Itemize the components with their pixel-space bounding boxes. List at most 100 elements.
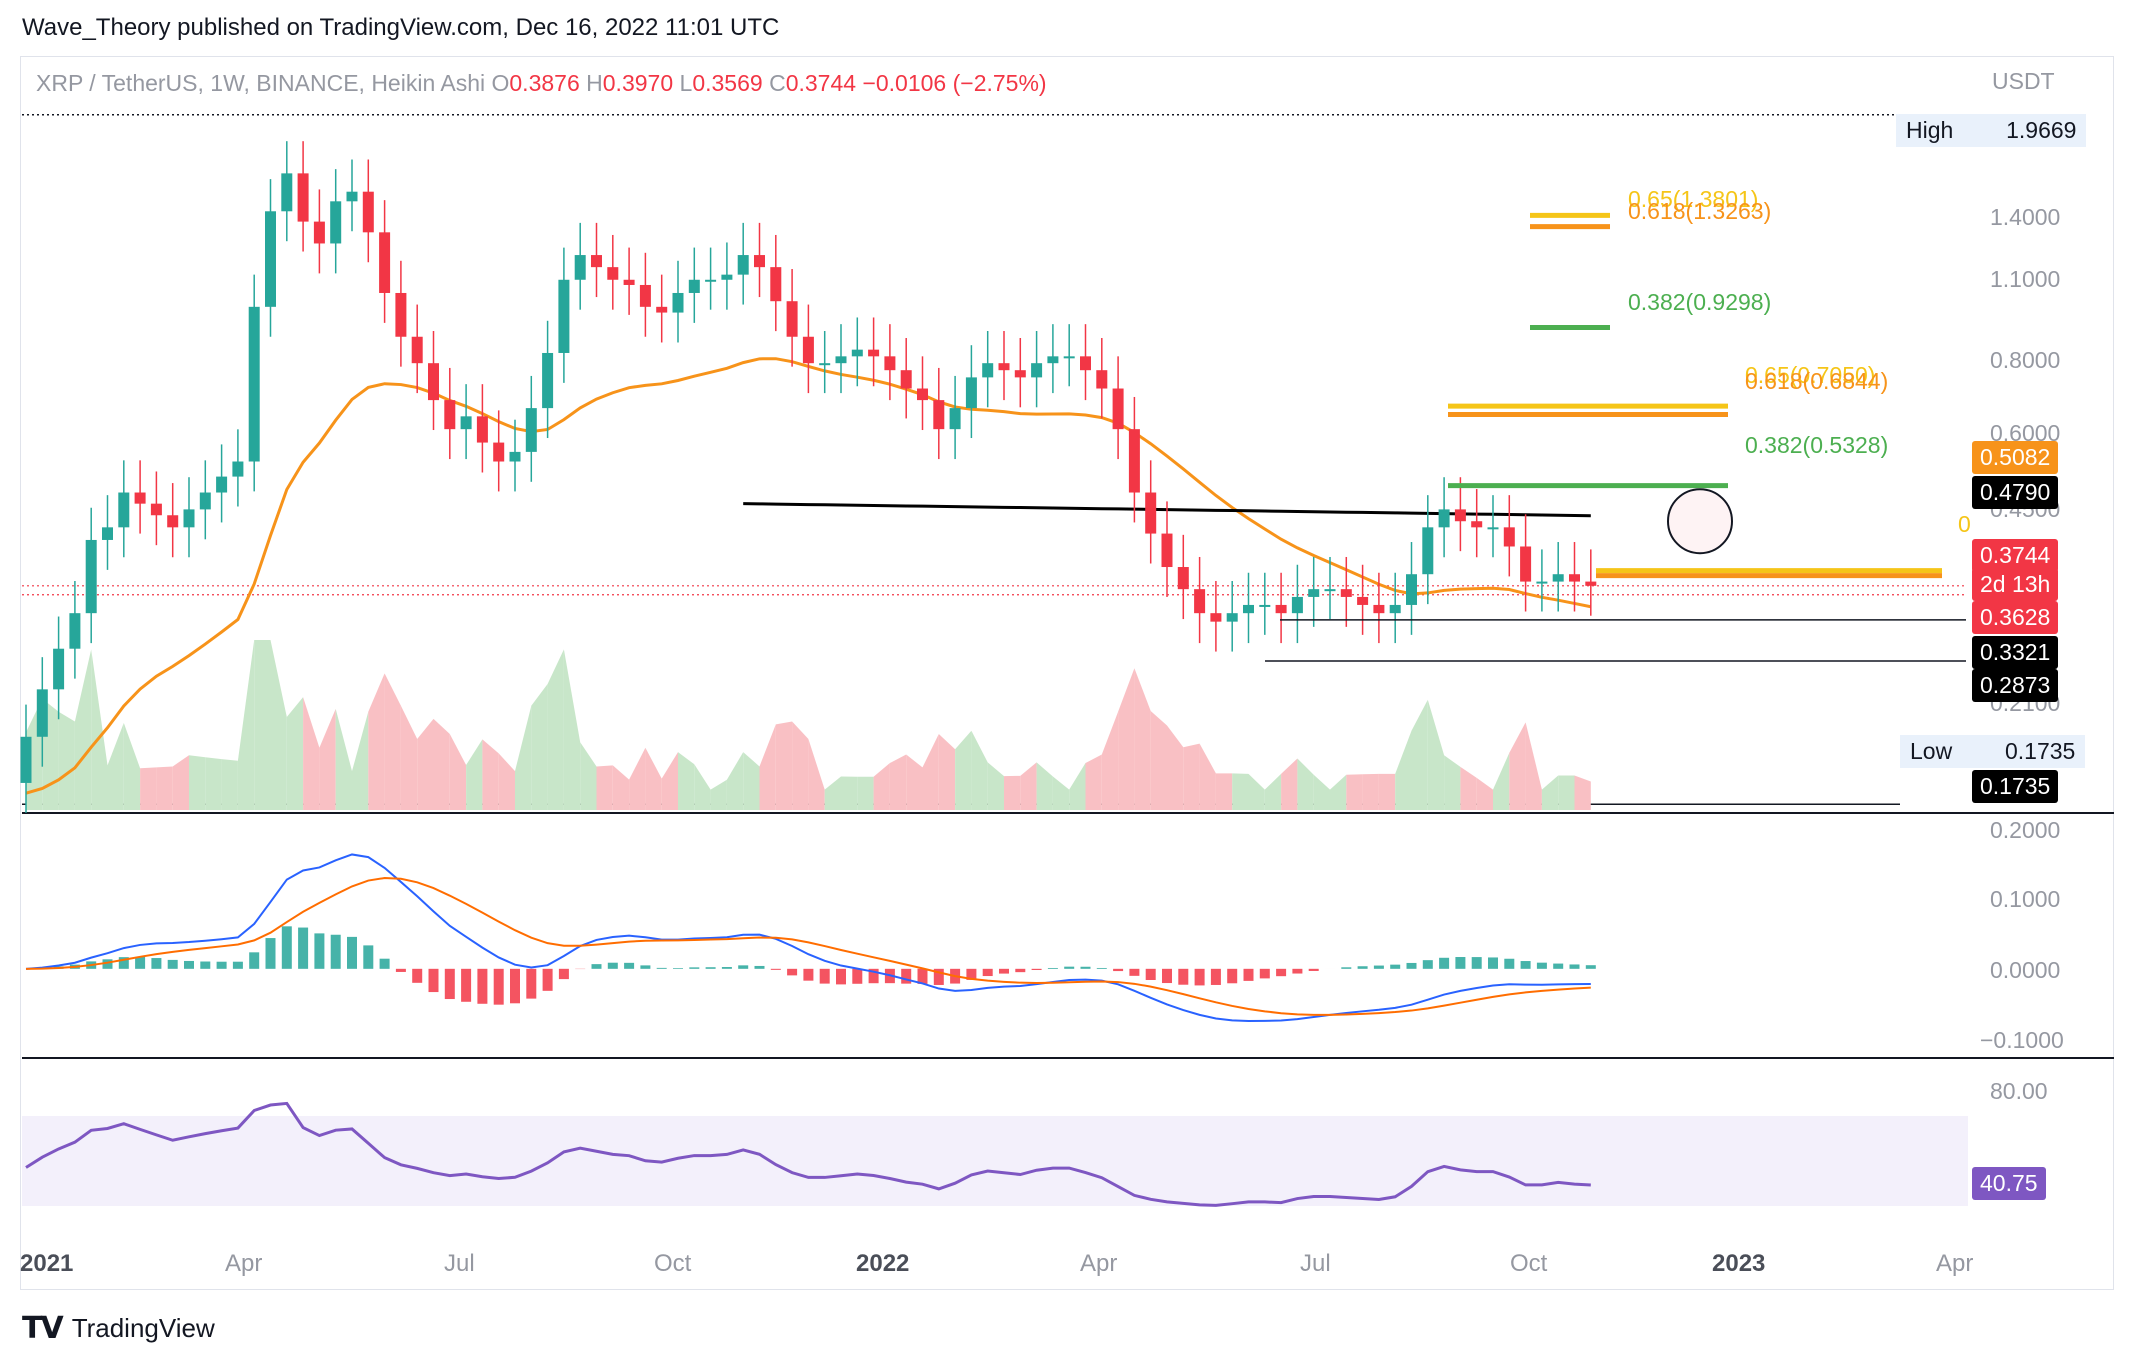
publisher-line: Wave_Theory published on TradingView.com…	[22, 14, 780, 41]
volume-area	[1020, 762, 1037, 810]
macd-histogram-bar	[330, 934, 341, 969]
candle-body	[1080, 356, 1091, 371]
low-tag-label: Low	[1910, 738, 1953, 764]
candle-body	[1014, 370, 1026, 378]
candle-body	[509, 451, 521, 462]
volume-area	[1069, 763, 1086, 810]
volume-area	[889, 754, 907, 810]
macd-histogram-bar	[167, 959, 178, 969]
candle-body	[1585, 581, 1597, 586]
volume-area	[1036, 762, 1053, 810]
macd-histogram-bar	[298, 927, 309, 969]
volume-area	[1558, 775, 1575, 810]
volume-area	[319, 708, 336, 810]
fib-label: 0.65(1.3801)	[1628, 186, 1759, 212]
chart-frame[interactable]	[20, 56, 2114, 1290]
symbol-name[interactable]: XRP / TetherUS, 1W, BINANCE, Heikin Ashi	[36, 70, 486, 96]
candle-body	[542, 352, 554, 409]
volume-area	[368, 673, 385, 810]
macd-histogram-bar	[347, 936, 357, 969]
candle-body	[884, 356, 896, 371]
volume-area	[987, 762, 1004, 810]
volume-area	[645, 747, 662, 810]
time-label: Oct	[1510, 1250, 1548, 1277]
candle-body	[248, 306, 260, 462]
fib-label: 0.382(0.9298)	[1628, 289, 1772, 315]
tradingview-logo[interactable]: TV TradingView	[22, 1310, 215, 1346]
macd-histogram-bar	[1373, 965, 1384, 969]
volume-area	[1150, 710, 1167, 810]
rsi-tick: 80.00	[1990, 1078, 2048, 1104]
volume-area	[1476, 777, 1493, 810]
time-label: 2023	[1712, 1250, 1766, 1277]
candle-body	[379, 232, 391, 293]
candle-body	[1161, 533, 1173, 568]
candle-body	[558, 279, 570, 353]
volume-area	[237, 640, 255, 810]
time-label: Apr	[1080, 1250, 1118, 1277]
volume-area	[1541, 775, 1559, 810]
candle-body	[232, 461, 244, 477]
macd-histogram-bar	[379, 958, 390, 969]
candle-body	[1145, 492, 1157, 534]
highlight-circle	[1667, 488, 1733, 555]
macd-histogram-bar	[640, 965, 651, 969]
candle-body	[36, 689, 48, 737]
volume-area	[857, 776, 874, 810]
fib-label: 0.618(0.6844)	[1745, 368, 1889, 394]
volume-area	[661, 752, 678, 810]
macd-histogram-bar	[591, 964, 602, 969]
macd-histogram-bar	[933, 968, 944, 985]
candle-body	[705, 279, 717, 282]
volume-area	[873, 763, 890, 810]
candle-body	[656, 306, 668, 313]
macd-histogram-bar	[738, 965, 749, 969]
countdown-badge: 2d 13h	[1972, 568, 2059, 601]
candle-body	[444, 400, 456, 430]
volume-area	[1297, 758, 1314, 810]
macd-histogram-bar	[363, 945, 374, 969]
macd-histogram-bar	[1145, 968, 1156, 981]
macd-histogram-bar	[721, 967, 732, 969]
volume-area	[531, 683, 548, 810]
volume-area	[1362, 773, 1379, 810]
macd-histogram-bar	[1227, 968, 1238, 984]
volume-area	[1085, 754, 1102, 810]
candle-body	[167, 515, 179, 528]
macd-histogram-bar	[982, 968, 993, 977]
macd-histogram-bar	[787, 968, 798, 976]
last-price-badge: 0.3744	[1972, 539, 2059, 572]
candle-body	[330, 201, 342, 244]
time-label: Apr	[225, 1250, 263, 1277]
volume-area	[400, 705, 418, 810]
volume-area	[678, 752, 695, 810]
macd-histogram-bar	[1504, 958, 1515, 969]
macd-histogram-bar	[493, 968, 504, 1005]
macd-histogram-bar	[901, 968, 912, 984]
macd-histogram-bar	[1096, 967, 1107, 969]
fib-label: 0.65(0.7050)	[1745, 362, 1876, 388]
time-label: 2022	[856, 1250, 910, 1277]
candle-body	[1471, 521, 1483, 528]
macd-histogram-bar	[1113, 968, 1124, 972]
candle-body	[1373, 604, 1385, 614]
volume-area	[1134, 668, 1151, 810]
candle-body	[411, 336, 423, 364]
price-badge: 0.3628	[1972, 601, 2059, 634]
chart-header: Wave_Theory published on TradingView.com…	[0, 0, 2132, 56]
volume-area	[1525, 722, 1542, 810]
volume-area	[710, 779, 727, 810]
volume-area	[286, 697, 304, 810]
candle-body	[819, 363, 831, 366]
candle-body	[313, 221, 325, 244]
volume-area	[563, 649, 581, 810]
volume-area	[1411, 699, 1428, 810]
macd-histogram-bar	[477, 968, 488, 1004]
volume-area	[1167, 725, 1184, 810]
candle-body	[460, 416, 472, 430]
macd-histogram-bar	[1243, 968, 1254, 981]
macd-histogram-bar	[1276, 968, 1287, 977]
price-tick: 0.8000	[1990, 347, 2061, 373]
change-value: −0.0106 (−2.75%)	[862, 70, 1047, 96]
